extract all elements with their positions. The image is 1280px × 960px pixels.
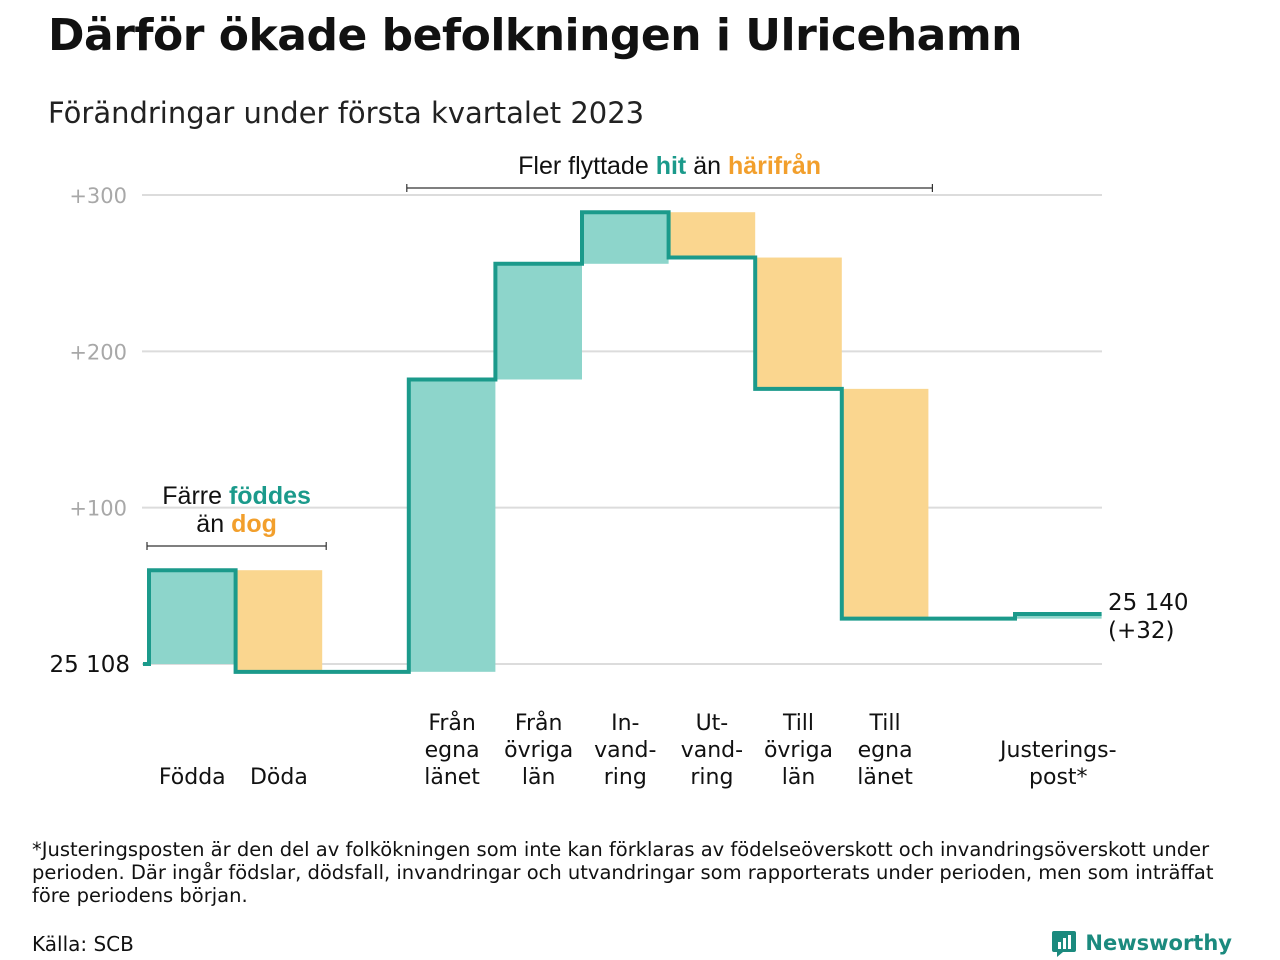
annotation-text: än dog (196, 510, 277, 538)
chart-title: Därför ökade befolkningen i Ulricehamn (48, 10, 1023, 61)
annotation-segment: hit (656, 152, 687, 180)
category-label: vand- (594, 738, 656, 763)
category-label: post* (1029, 765, 1088, 790)
category-label: Till (782, 711, 814, 736)
footnote: *Justeringsposten är den del av folkökni… (32, 838, 1214, 907)
category-label: vand- (681, 738, 743, 763)
waterfall-bar (668, 212, 756, 258)
category-label: län (522, 765, 556, 790)
annotation-text: Fler flyttade hit än härifrån (518, 152, 821, 180)
category-label: Till (869, 711, 901, 736)
annotation-segment: Färre (162, 482, 229, 510)
category-label: övriga (764, 738, 833, 763)
category-label: Döda (250, 765, 308, 790)
end-value-label: 25 140 (1108, 590, 1188, 616)
chart-subtitle: Förändringar under första kvartalet 2023 (48, 96, 645, 130)
waterfall-bar (149, 570, 236, 664)
waterfall-bar (841, 388, 929, 619)
category-label: egna (858, 738, 913, 763)
annotation-segment: än (196, 510, 231, 538)
waterfall-bar (408, 379, 496, 672)
source-label: Källa: SCB (32, 932, 134, 956)
waterfall-bar (495, 263, 582, 380)
category-label: In- (611, 711, 639, 736)
category-label: Justerings- (998, 738, 1117, 763)
category-label: Från (428, 710, 476, 736)
category-label: länet (424, 765, 480, 790)
y-tick-label: +200 (69, 340, 127, 364)
start-value-label: 25 108 (50, 652, 130, 678)
category-label: ring (690, 765, 733, 790)
category-label: Ut- (696, 711, 729, 736)
waterfall-chart: +100 +200 +300 25 108 25 140(+32) Födda Döda Fr… (50, 152, 1189, 790)
annotation-segment: dog (231, 510, 277, 538)
category-label: Födda (159, 765, 226, 790)
y-tick-label: +100 (69, 497, 127, 521)
waterfall-bar (582, 212, 669, 264)
annotation-segment: föddes (229, 482, 311, 510)
category-label: Från (515, 710, 563, 736)
y-tick-label: +300 (69, 184, 127, 208)
waterfall-bar (1015, 613, 1102, 619)
category-label: ring (604, 765, 647, 790)
end-change-label: (+32) (1108, 618, 1174, 644)
newsworthy-logo-icon (1052, 931, 1077, 957)
annotation-segment: härifrån (728, 152, 821, 180)
waterfall-bar (755, 257, 842, 389)
waterfall-bar (235, 570, 323, 672)
category-label: län (782, 765, 816, 790)
running-total-line (143, 210, 1102, 674)
category-label: länet (857, 765, 913, 790)
category-label: egna (425, 738, 480, 763)
annotation-text: Färre föddes (162, 482, 311, 510)
annotation-segment: Fler flyttade (518, 152, 656, 180)
brand[interactable]: Newsworthy (1051, 928, 1232, 958)
brand-label: Newsworthy (1085, 931, 1232, 955)
annotation-segment: än (686, 152, 728, 180)
category-label: övriga (504, 738, 573, 763)
